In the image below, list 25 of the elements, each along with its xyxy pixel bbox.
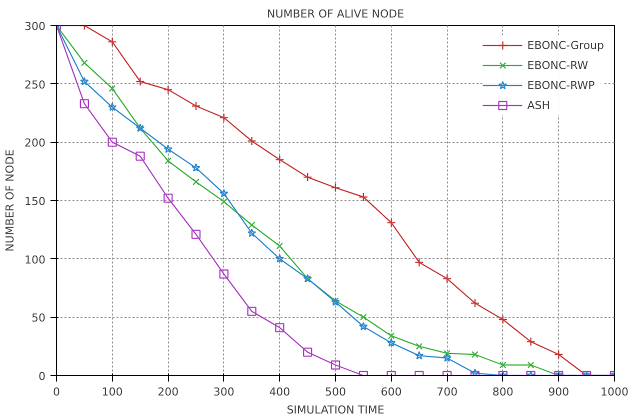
legend-label: EBONC-RW xyxy=(527,58,588,72)
y-tick-label: 100 xyxy=(24,253,46,266)
x-tick-label: 0 xyxy=(53,386,60,398)
x-tick-label: 500 xyxy=(325,386,346,398)
y-tick-label: 250 xyxy=(24,78,46,92)
y-tick-label: 300 xyxy=(24,20,46,33)
y-tick-label: 50 xyxy=(32,312,46,325)
x-tick-label: 700 xyxy=(436,386,458,398)
x-tick-label: 800 xyxy=(492,386,514,398)
y-axis-title: NUMBER OF NODE xyxy=(4,149,17,252)
legend-label: EBONC-Group xyxy=(527,38,604,52)
y-tick-label: 150 xyxy=(24,195,46,208)
x-axis-title: SIMULATION TIME xyxy=(286,404,384,416)
y-tick-label: 0 xyxy=(38,370,46,383)
x-tick-label: 300 xyxy=(213,386,234,398)
x-tick-label: 900 xyxy=(548,386,570,398)
legend-label: EBONC-RWP xyxy=(527,78,595,92)
x-tick-label: 200 xyxy=(158,386,179,398)
x-tick-label: 600 xyxy=(380,386,402,398)
x-tick-label: 400 xyxy=(269,386,290,398)
x-tick-label: 1000 xyxy=(600,386,629,398)
chart-title: NUMBER OF ALIVE NODE xyxy=(266,8,404,20)
y-tick-label: 200 xyxy=(24,136,46,150)
x-tick-label: 100 xyxy=(102,386,123,398)
legend-label: ASH xyxy=(527,98,550,112)
